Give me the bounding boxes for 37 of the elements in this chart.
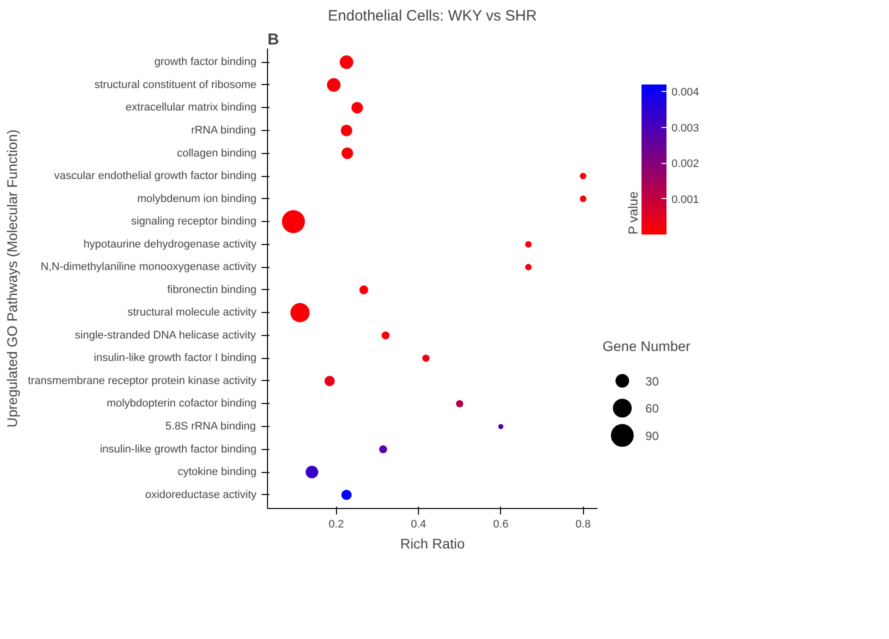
color-bar-label: 0.004 — [672, 86, 700, 99]
y-tick-label: 5.8S rRNA binding — [165, 420, 256, 433]
y-tick-label: molybdopterin cofactor binding — [106, 398, 256, 410]
color-bar-label: 0.003 — [672, 122, 700, 134]
color-bar-title: P value — [626, 191, 640, 234]
y-tick-label: extracellular matrix binding — [126, 102, 257, 114]
legend-label: 90 — [645, 428, 660, 443]
y-tick-label: signaling receptor binding — [131, 216, 257, 228]
color-bar-label: 0.001 — [672, 194, 700, 206]
y-tick-label: fibronectin binding — [167, 284, 257, 296]
y-tick-label: insulin-like growth factor binding — [100, 443, 257, 456]
y-tick-label: molybdenum ion binding — [137, 192, 257, 205]
annotation: B — [268, 32, 280, 48]
y-tick-label: collagen binding — [176, 147, 257, 160]
y-tick-label: oxidoreductase activity — [145, 488, 257, 501]
y-axis-title: Upregulated GO Pathways (Molecular Function) — [4, 129, 20, 428]
y-tick-label: N,N-dimethylaniline monooxygenase activity — [40, 261, 257, 274]
x-tick-label: 0.4 — [410, 518, 426, 530]
x-tick-label: 0.6 — [493, 518, 508, 530]
chart-title: Endothelial Cells: WKY vs SHR — [328, 8, 538, 24]
y-tick-label: vascular endothelial growth factor binding — [54, 170, 257, 182]
legend-label: 60 — [645, 402, 660, 416]
y-tick-label: structural constituent of ribosome — [94, 78, 257, 91]
y-tick-label: growth factor binding — [154, 56, 257, 68]
legend-title: Gene Number — [602, 338, 691, 354]
y-tick-label: cytokine binding — [178, 466, 257, 478]
legend-label: 30 — [645, 374, 660, 388]
y-tick-label: structural molecule activity — [128, 306, 257, 319]
color-bar-label: 0.002 — [672, 158, 700, 170]
y-tick-label: single-stranded DNA helicase activity — [74, 329, 256, 342]
y-tick-label: rRNA binding — [191, 124, 256, 136]
x-axis-title: Rich Ratio — [400, 536, 466, 552]
y-tick-label: hypotaurine dehydrogenase activity — [83, 238, 257, 250]
x-tick-label: 0.8 — [575, 518, 591, 530]
y-tick-label: transmembrane receptor protein kinase activity — [28, 374, 257, 387]
x-tick-label: 0.2 — [328, 518, 344, 530]
y-tick-label: insulin-like growth factor I binding — [94, 352, 257, 364]
